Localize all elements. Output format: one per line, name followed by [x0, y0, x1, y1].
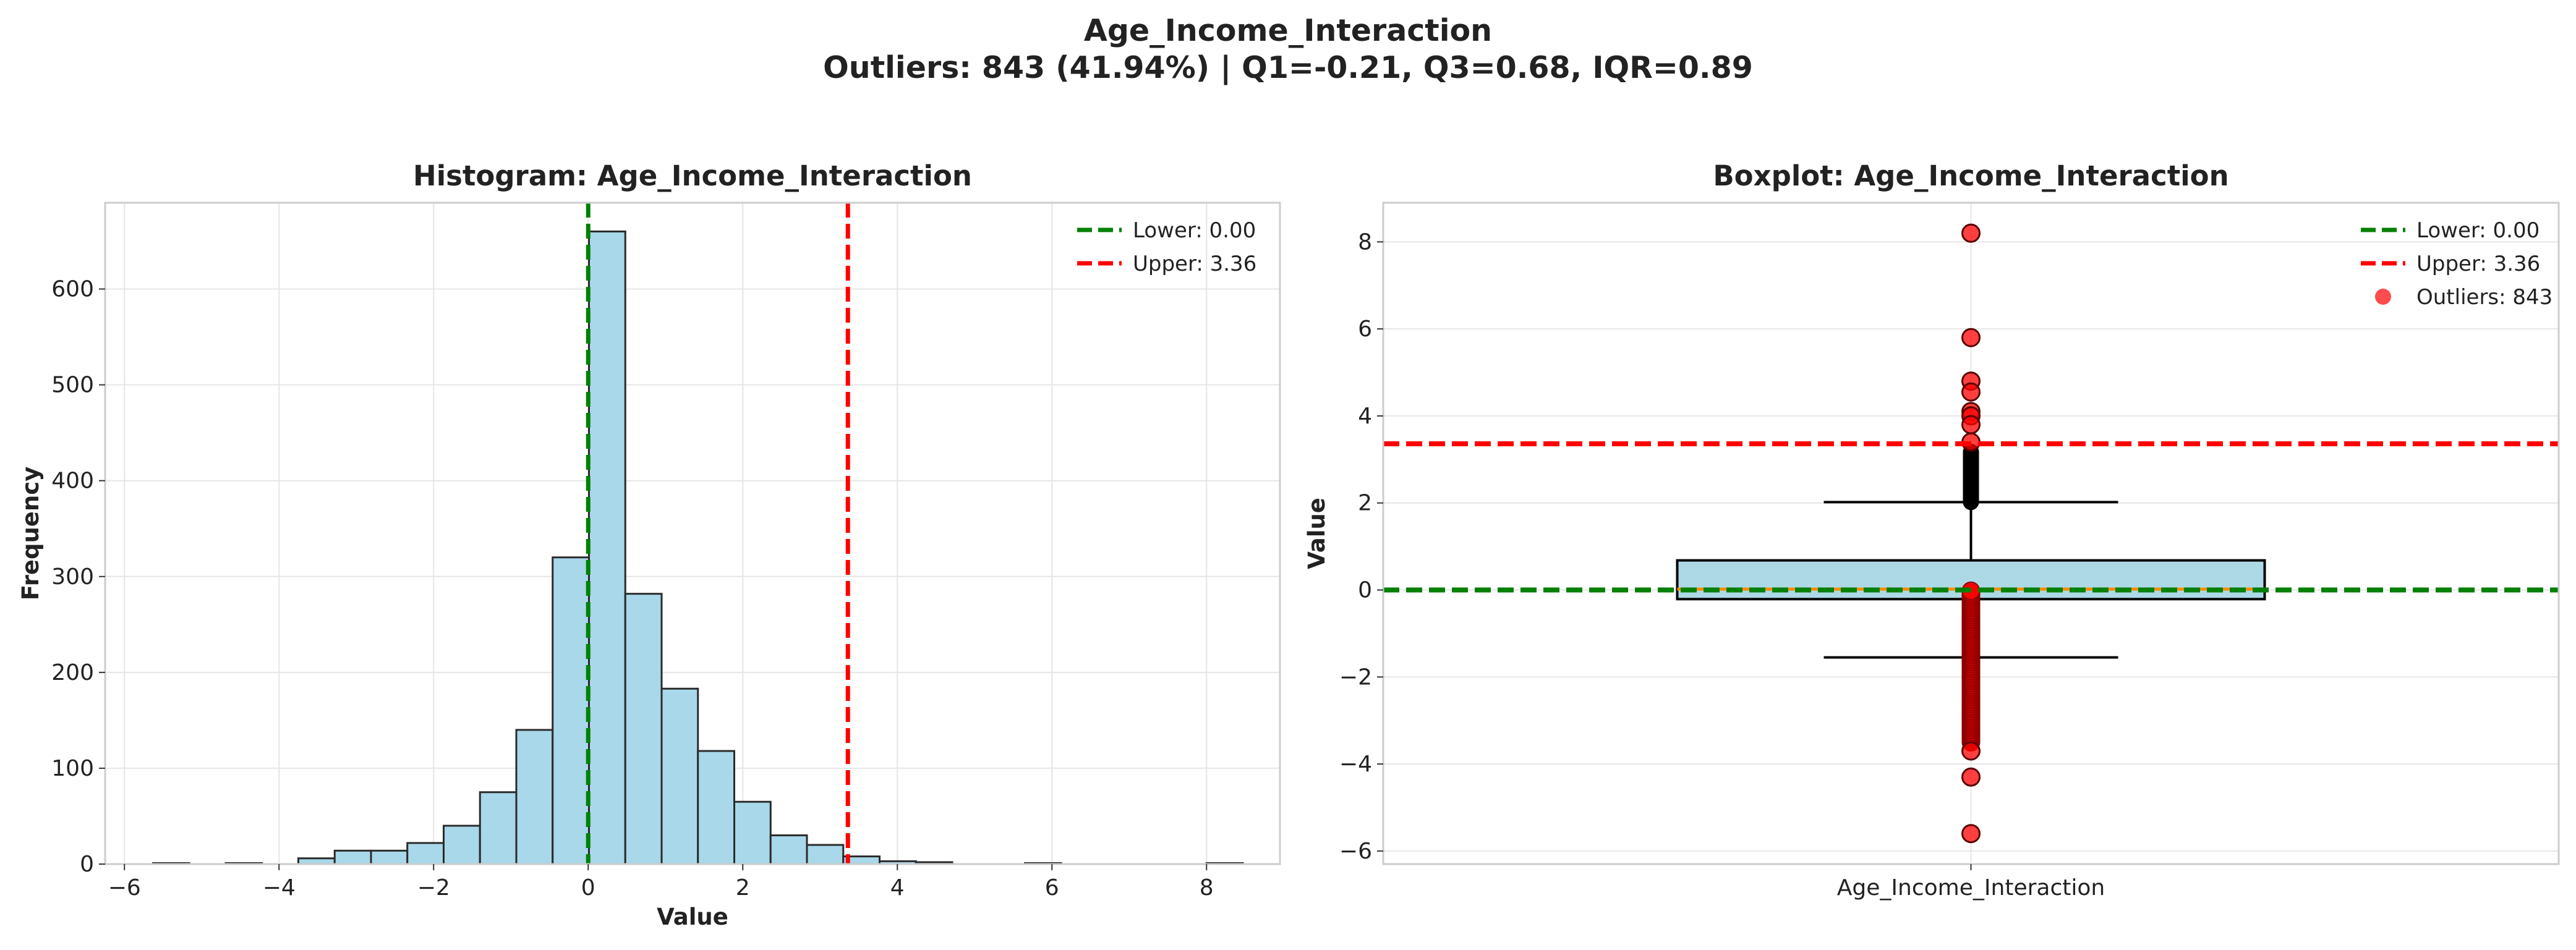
x-tick-label: 0: [581, 875, 595, 901]
histogram-bar: [806, 844, 845, 865]
histogram-x-axis-label: Value: [657, 904, 728, 930]
figure-suptitle-line2: Outliers: 843 (41.94%) | Q1=-0.21, Q3=0.…: [823, 50, 1753, 86]
histogram-frame: [104, 201, 1281, 865]
y-tick-label: 4: [1358, 404, 1372, 429]
y-tick-label: 300: [51, 564, 94, 590]
histogram-bar: [370, 849, 409, 865]
y-tick-label: 100: [51, 756, 94, 781]
y-tick-label: 500: [51, 373, 94, 398]
outlier-point: [1961, 223, 1981, 243]
y-tick-label: 200: [51, 660, 94, 685]
boxplot-title: Boxplot: Age_Income_Interaction: [1713, 159, 2228, 192]
histogram-bar: [552, 556, 590, 865]
outlier-point: [1961, 382, 1981, 402]
figure-suptitle-line1: Age_Income_Interaction: [1084, 13, 1492, 48]
outlier-point: [1961, 328, 1981, 347]
histogram-bar: [333, 849, 372, 865]
x-tick-label: −2: [417, 875, 450, 901]
y-tick-label: 6: [1358, 316, 1372, 342]
histogram-panel: −6 −4 −2 0 2 4 6 8 0 100 200 300 400 500 600 Histogram:…: [17, 159, 1281, 930]
x-tick-label: 2: [736, 875, 750, 901]
legend-label: Upper: 3.36: [1133, 252, 1256, 276]
boxplot-y-axis-label: Value: [1303, 498, 1330, 569]
histogram-bar: [769, 834, 808, 865]
y-tick-label: −4: [1339, 752, 1372, 777]
histogram-bar: [406, 842, 445, 865]
legend-outlier-swatch: [2375, 289, 2391, 305]
x-tick-label: −6: [108, 875, 141, 901]
legend-label: Upper: 3.36: [2416, 252, 2540, 276]
x-tick-label: −4: [263, 875, 296, 901]
histogram-bar: [733, 800, 772, 865]
y-tick-label: 400: [51, 469, 94, 494]
legend-label: Outliers: 843: [2416, 285, 2553, 310]
x-tick-label: 4: [890, 875, 905, 901]
y-tick-label: 8: [1358, 229, 1372, 255]
y-tick-label: 0: [1358, 578, 1372, 603]
legend-label: Lower: 0.00: [2416, 218, 2540, 243]
histogram-y-axis-label: Frequency: [17, 467, 44, 601]
histogram-bar: [624, 593, 663, 865]
histogram-bar: [660, 687, 699, 865]
histogram-bar: [515, 729, 554, 865]
x-tick-label: Age_Income_Interaction: [1837, 875, 2105, 901]
outlier-point: [1961, 415, 1981, 435]
outlier-point: [1961, 767, 1981, 787]
histogram-bar: [443, 825, 481, 865]
y-tick-label: 2: [1358, 491, 1372, 516]
histogram-bar: [697, 750, 735, 865]
x-tick-label: 6: [1045, 875, 1059, 901]
outlier-point: [1961, 824, 1981, 844]
x-tick-label: 8: [1200, 875, 1214, 901]
outlier-point: [1961, 741, 1981, 761]
histogram-bar: [479, 791, 518, 865]
histogram-title: Histogram: Age_Income_Interaction: [413, 159, 972, 192]
histogram-bar: [588, 231, 626, 865]
y-tick-label: 600: [51, 277, 94, 302]
y-tick-label: 0: [80, 852, 94, 877]
y-tick-label: −6: [1339, 839, 1372, 864]
y-tick-label: −2: [1339, 664, 1372, 690]
legend-label: Lower: 0.00: [1133, 218, 1256, 243]
boxplot-panel: −6 −4 −2 0 2 4 6 8 Age_Income_Interaction Boxplot…: [1303, 159, 2560, 901]
